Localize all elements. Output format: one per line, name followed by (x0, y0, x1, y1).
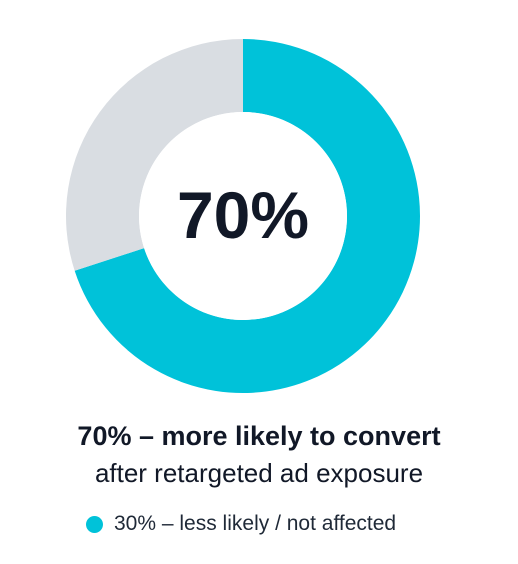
donut-hole (139, 112, 347, 320)
legend-swatch (86, 515, 103, 533)
legend-label: 30% – less likely / not affected (114, 512, 397, 535)
donut-slice-less-likely (65, 39, 243, 271)
center-percentage-label: 70% (177, 178, 309, 252)
legend-item: 30% – less likely / not affected (86, 512, 396, 536)
caption-headline: 70% – more likely to convert (77, 421, 441, 451)
donut-slice-more-likely (74, 39, 420, 393)
caption-subline: after retargeted ad exposure (94, 458, 424, 488)
